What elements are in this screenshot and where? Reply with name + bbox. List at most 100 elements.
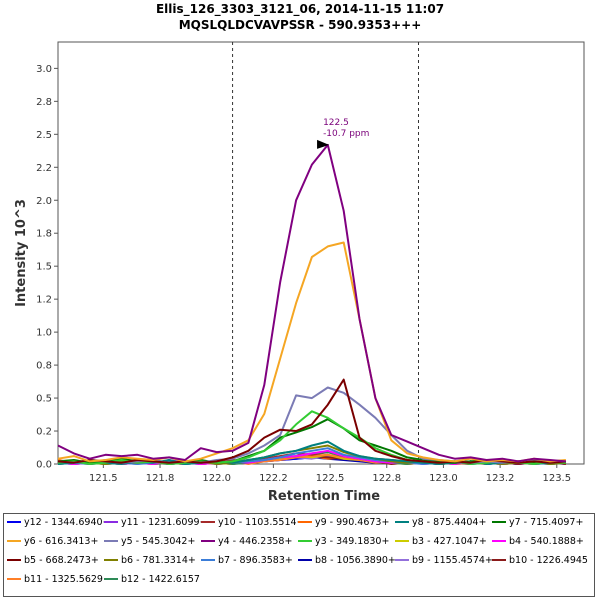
legend-item: y7 - 715.4097+ [492,517,589,536]
y-tick-label: 3.0 [36,64,52,75]
legend-item: b9 - 1155.4574+ [395,555,492,574]
x-tick-label: 122.2 [259,473,288,484]
legend-item: b5 - 668.2473+ [7,555,104,574]
retention-window-lines [232,42,419,464]
legend-label: b3 - 427.1047+ [412,536,487,547]
legend-item: y10 - 1103.5514+ [201,517,298,536]
legend-swatch [298,539,312,542]
series-line-y6 [57,241,566,463]
y-tick-label: 1.8 [36,229,52,240]
legend-item: b3 - 427.1047+ [395,536,492,555]
y-tick-label: 1.0 [36,328,52,339]
legend-swatch [395,520,409,523]
legend-item: b11 - 1325.5629+ [7,574,104,593]
y-tick-label: 0.2 [36,427,52,438]
legend-item: y3 - 349.1830+ [298,536,395,555]
legend-label: y11 - 1231.6099+ [121,517,201,528]
y-axis-ticks: 0.0 0.2 0.5 0.8 1.0 1.2 1.5 1.8 2.0 2.2 2.5 2.8 3.0 [36,64,58,471]
legend-label: y5 - 545.3042+ [121,536,196,547]
y-tick-label: 0.8 [36,361,52,372]
legend-item: y9 - 990.4673+ [298,517,395,536]
chart-subtitle: MQSLQLDCVAVPSSR - 590.9353+++ [179,18,422,32]
legend-swatch [201,539,215,542]
legend-swatch [395,558,409,561]
legend-label: y6 - 616.3413+ [24,536,99,547]
legend-label: b7 - 896.3583+ [218,555,293,566]
x-tick-label: 122.8 [372,473,401,484]
legend-swatch [395,539,409,542]
peak-marker-icon [317,139,330,149]
x-tick-label: 121.8 [146,473,175,484]
legend-label: b6 - 781.3314+ [121,555,196,566]
y-tick-label: 2.0 [36,196,52,207]
legend-label: b8 - 1056.3890+ [315,555,395,566]
legend-item: y12 - 1344.6940+ [7,517,104,536]
legend-swatch [7,558,21,561]
legend-swatch [298,520,312,523]
y-tick-label: 2.2 [36,163,52,174]
legend-label: y7 - 715.4097+ [509,517,584,528]
x-tick-label: 123.2 [486,473,515,484]
legend-label: y10 - 1103.5514+ [218,517,298,528]
legend-label: b4 - 540.1888+ [509,536,584,547]
peak-rt-label: 122.5 [323,118,349,128]
legend-item: b6 - 781.3314+ [104,555,201,574]
legend-swatch [492,520,506,523]
legend-item: b4 - 540.1888+ [492,536,589,555]
legend-label: y3 - 349.1830+ [315,536,390,547]
peak-annotation: 122.5 -10.7 ppm [317,118,369,149]
legend-swatch [7,577,21,580]
chromatogram-chart: Ellis_126_3303_3121_06, 2014-11-15 11:07… [14,2,585,504]
legend-item: y11 - 1231.6099+ [104,517,201,536]
legend-label: y9 - 990.4673+ [315,517,390,528]
legend-item: b8 - 1056.3890+ [298,555,395,574]
legend-label: y8 - 875.4404+ [412,517,487,528]
legend-label: b9 - 1155.4574+ [412,555,492,566]
legend-item: b12 - 1422.6157+ [104,574,201,593]
y-tick-label: 1.5 [36,262,52,273]
legend-label: y4 - 446.2358+ [218,536,293,547]
legend-item: y6 - 616.3413+ [7,536,104,555]
y-tick-label: 0.0 [36,460,52,471]
legend-item: y5 - 545.3042+ [104,536,201,555]
legend-item: b7 - 896.3583+ [201,555,298,574]
y-axis-label: Intensity 10^3 [14,199,29,307]
x-tick-label: 122.5 [316,473,345,484]
legend-swatch [201,520,215,523]
y-tick-label: 2.8 [36,97,52,108]
y-tick-label: 1.2 [36,295,52,306]
legend-swatch [7,539,21,542]
peak-ppm-label: -10.7 ppm [323,129,369,139]
x-axis-ticks: 121.5 121.8 122.0 122.2 122.5 122.8 123.0 123.2… [89,464,571,484]
legend-item: b10 - 1226.4945+ [492,555,589,574]
legend-swatch [492,539,506,542]
legend-label: b5 - 668.2473+ [24,555,99,566]
x-axis-label: Retention Time [268,489,380,504]
x-tick-label: 121.5 [89,473,118,484]
legend-swatch [104,539,118,542]
y-tick-label: 0.5 [36,394,52,405]
legend-swatch [298,558,312,561]
legend-label: b11 - 1325.5629+ [24,574,104,585]
chart-title: Ellis_126_3303_3121_06, 2014-11-15 11:07 [156,2,444,17]
legend: y12 - 1344.6940+ y11 - 1231.6099+ y10 - 11… [3,513,595,597]
legend-item: y8 - 875.4404+ [395,517,492,536]
legend-swatch [201,558,215,561]
legend-label: b12 - 1422.6157+ [121,574,201,585]
legend-swatch [104,520,118,523]
legend-item: y4 - 446.2358+ [201,536,298,555]
x-tick-label: 122.0 [202,473,231,484]
plot-area [57,41,585,465]
legend-swatch [104,577,118,580]
legend-swatch [7,520,21,523]
legend-swatch [104,558,118,561]
series-line-y4 [57,143,566,463]
legend-label: y12 - 1344.6940+ [24,517,104,528]
series-line-y3 [57,410,566,465]
y-tick-label: 2.5 [36,130,52,141]
legend-swatch [492,558,506,561]
legend-label: b10 - 1226.4945+ [509,555,589,566]
series-lines [57,143,567,465]
x-tick-label: 123.5 [542,473,571,484]
x-tick-label: 123.0 [429,473,458,484]
